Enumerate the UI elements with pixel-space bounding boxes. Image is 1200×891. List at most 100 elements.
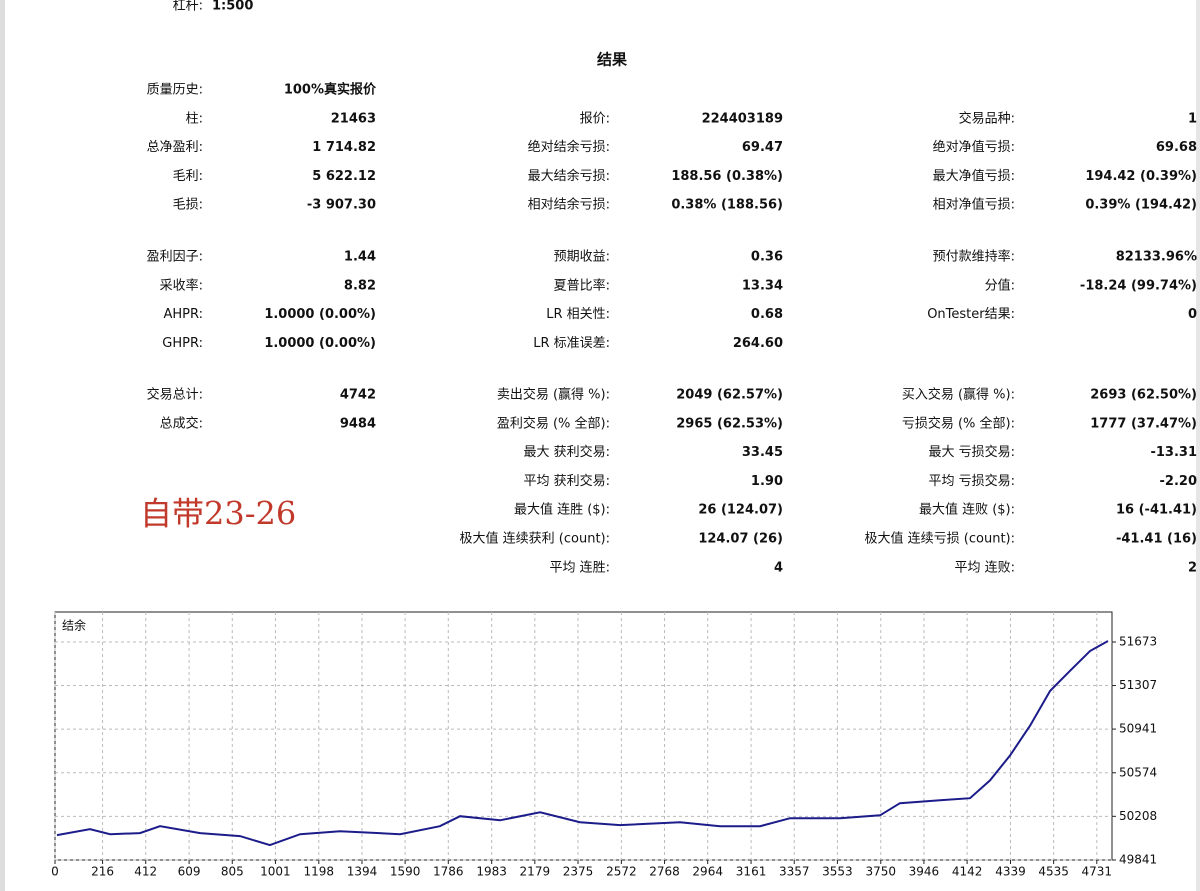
x-tick-label: 4142 [952,865,983,879]
field-label: OnTester结果: [927,307,1015,322]
field-label: 最大值 连败 ($): [919,502,1015,518]
field-label: 分值: [985,277,1015,293]
leverage-label: 杠杆: [173,0,203,14]
field-label: GHPR: [162,336,203,351]
field-label: 平均 连胜: [549,559,610,575]
report-title: 结果 [597,51,628,69]
field-value: 1.90 [751,474,783,489]
x-tick-label: 1198 [304,865,335,879]
field-label: AHPR: [163,307,203,322]
field-label: 总净盈利: [147,140,203,155]
field-value: -41.41 (16) [1116,532,1197,547]
field-label: LR 相关性: [546,307,610,322]
right-edge [1196,0,1200,891]
x-tick-label: 805 [221,865,244,879]
x-tick-label: 3357 [779,865,810,879]
field-value: 194.42 (0.39%) [1085,169,1197,184]
field-label: 极大值 连续亏损 (count): [865,531,1015,547]
field-value: 1 [1188,111,1197,126]
field-value: 224403189 [702,111,783,126]
x-tick-label: 3946 [909,865,940,879]
field-value: 8.82 [344,278,376,293]
y-tick-label: 51673 [1119,634,1157,648]
annotation: 自带23-26 [140,495,296,533]
field-value: 1777 (37.47%) [1090,416,1197,431]
field-label: 最大结余亏损: [528,168,610,184]
field-value: 2693 (62.50%) [1090,388,1197,403]
field-label: 预付款维持率: [933,249,1015,265]
y-tick-label: 50208 [1119,809,1157,823]
field-label: 最大值 连胜 ($): [514,502,610,518]
field-value: 2049 (62.57%) [676,388,783,403]
field-label: LR 标准误差: [533,336,610,351]
field-value: 69.47 [742,140,783,155]
field-label: 亏损交易 (% 全部): [902,415,1015,431]
left-edge [0,0,5,891]
field-label: 质量历史: [147,83,203,98]
leverage-value: 1:500 [212,0,253,14]
x-tick-label: 3750 [866,865,897,879]
field-label: 柱: [186,111,203,126]
field-value: 1 714.82 [312,140,376,155]
field-value: 5 622.12 [312,169,376,184]
field-value: 33.45 [742,445,783,460]
x-tick-label: 1001 [260,865,291,879]
balance-line [56,640,1109,847]
field-value: 264.60 [733,336,783,351]
field-value: 0 [1188,307,1197,322]
field-label: 报价: [580,111,610,126]
x-tick-label: 1590 [390,865,421,879]
field-label: 平均 亏损交易: [928,473,1015,489]
field-label: 毛损: [173,198,203,213]
y-tick-label: 50574 [1119,765,1157,779]
x-tick-label: 3553 [822,865,853,879]
x-tick-label: 412 [134,865,157,879]
field-value: 13.34 [742,278,783,293]
x-tick-label: 2179 [520,865,551,879]
field-value: 188.56 (0.38%) [671,169,783,184]
field-value: 1.0000 (0.00%) [264,336,376,351]
x-tick-label: 3161 [736,865,767,879]
field-value: 0.39% (194.42) [1085,198,1197,213]
field-value: 69.68 [1156,140,1197,155]
x-tick-label: 4339 [995,865,1026,879]
x-tick-label: 2768 [649,865,680,879]
field-value: 2 [1188,560,1197,575]
field-label: 极大值 连续获利 (count): [460,531,610,547]
x-tick-label: 4731 [1082,865,1113,879]
field-value: -18.24 (99.74%) [1080,278,1197,293]
x-tick-label: 1394 [347,865,378,879]
field-value: 1.44 [344,250,376,265]
field-value: 124.07 (26) [698,532,783,547]
field-value: 100%真实报价 [284,82,377,98]
field-label: 平均 获利交易: [523,473,610,489]
field-label: 相对净值亏损: [933,197,1015,213]
field-label: 相对结余亏损: [528,197,610,213]
y-tick-label: 50941 [1119,722,1157,736]
field-value: 21463 [331,111,376,126]
field-label: 预期收益: [554,250,610,265]
field-value: 4 [774,560,783,575]
field-value: 2965 (62.53%) [676,416,783,431]
field-value: 0.68 [751,307,783,322]
field-label: 毛利: [173,169,203,184]
x-tick-label: 1983 [476,865,507,879]
field-label: 盈利因子: [147,250,203,265]
field-value: -3 907.30 [307,198,376,213]
field-label: 盈利交易 (% 全部): [497,415,610,431]
chart-frame [54,611,1113,861]
field-value: 26 (124.07) [698,503,783,518]
x-tick-label: 216 [91,865,114,879]
field-label: 平均 连败: [954,559,1015,575]
field-value: 82133.96% [1116,250,1197,265]
chart-title: 结余 [62,618,86,633]
field-value: 0.36 [751,250,783,265]
field-value: 9484 [340,416,376,431]
field-label: 最大 亏损交易: [928,444,1015,460]
field-value: -13.31 [1150,445,1197,460]
field-label: 卖出交易 (赢得 %): [497,387,610,403]
x-tick-label: 1786 [433,865,464,879]
field-label: 买入交易 (赢得 %): [902,387,1015,403]
